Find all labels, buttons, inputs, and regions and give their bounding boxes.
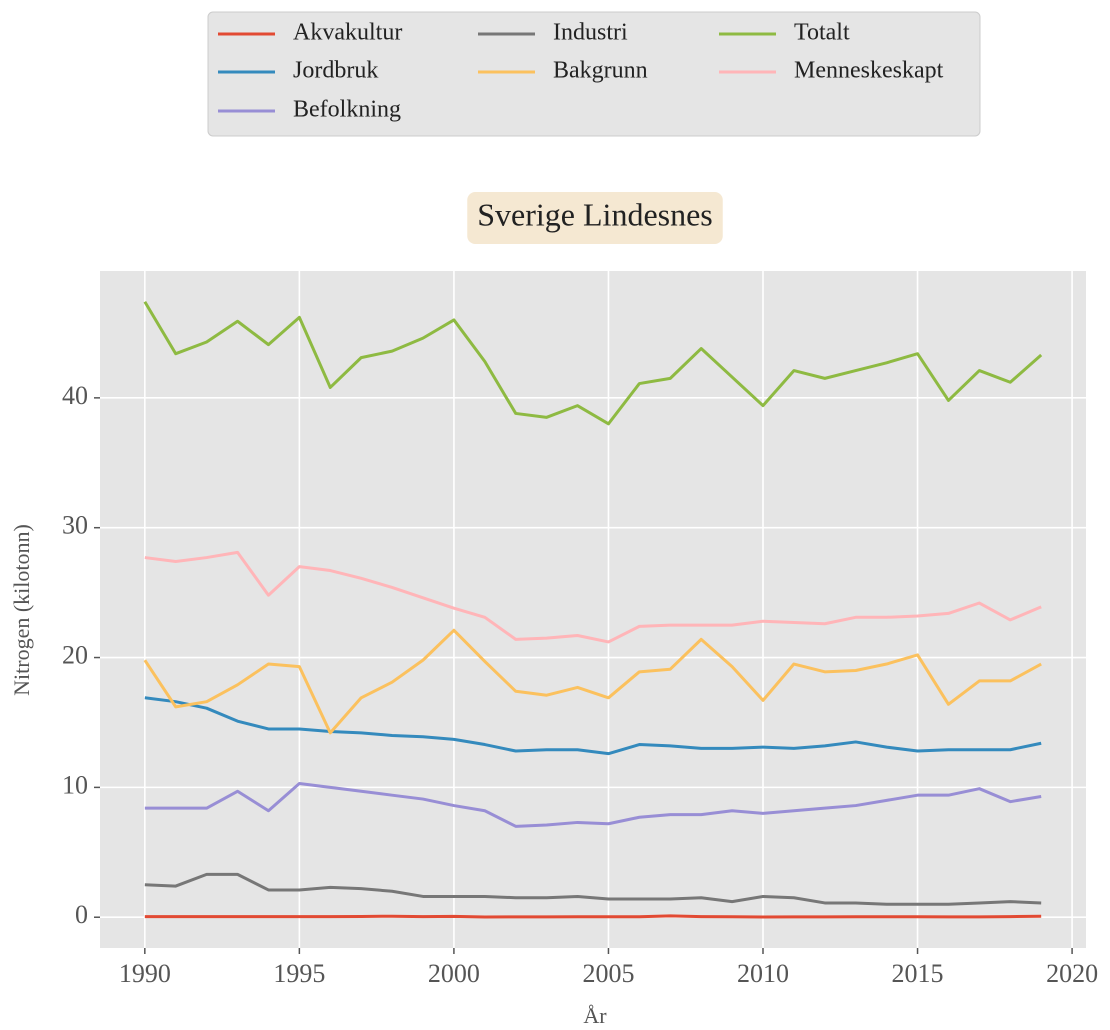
x-tick-label: 2000 [428, 959, 480, 988]
series-line [144, 781, 1042, 828]
y-axis-label: Nitrogen (kilotonn) [9, 524, 34, 696]
x-tick-label: 1990 [119, 959, 171, 988]
legend-label: Menneskeskapt [794, 58, 944, 84]
y-tick-label: 0 [75, 900, 88, 929]
legend-label: Akvakultur [293, 20, 402, 46]
y-tick-label: 10 [62, 770, 88, 799]
legend-label: Industri [553, 20, 628, 46]
x-tick-label: 2005 [582, 959, 634, 988]
title-box [467, 192, 723, 244]
y-tick-label: 30 [62, 511, 88, 540]
x-axis-label: År [583, 1003, 607, 1028]
series-line [144, 550, 1042, 644]
y-tick-label: 40 [62, 381, 88, 410]
legend-label: Totalt [794, 20, 850, 46]
x-tick-label: 1995 [273, 959, 325, 988]
legend-label: Befolkning [293, 97, 401, 123]
x-tick-label: 2020 [1046, 959, 1098, 988]
series-line [143, 628, 1042, 735]
chart-title: Sverige Lindesnes [477, 196, 713, 232]
series-line [143, 301, 1043, 426]
series-line [144, 696, 1042, 756]
x-tick-label: 2015 [892, 959, 944, 988]
y-tick-label: 20 [62, 641, 88, 670]
series-line [144, 872, 1042, 906]
series-line [144, 914, 1042, 919]
legend-box [207, 11, 981, 137]
legend-label: Bakgrunn [553, 58, 648, 84]
plot-area [100, 271, 1086, 948]
legend-label: Jordbruk [293, 58, 378, 84]
x-tick-label: 2010 [737, 959, 789, 988]
